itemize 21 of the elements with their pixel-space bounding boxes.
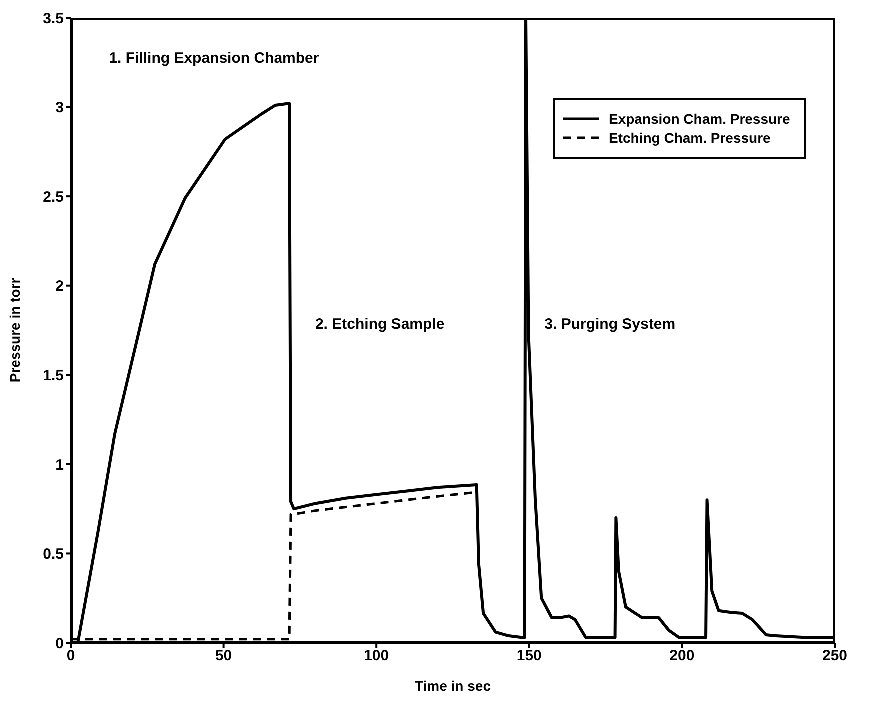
x-tick-label: 250 (822, 648, 848, 665)
annotation: 1. Filling Expansion Chamber (109, 50, 320, 67)
y-tick-label: 1 (56, 456, 64, 474)
legend-label: Expansion Cham. Pressure (609, 111, 790, 127)
y-tick-label: 3 (56, 100, 64, 117)
y-tick-label: 1.5 (43, 367, 64, 384)
x-tick-label: 100 (364, 648, 390, 665)
x-tick-label: 150 (516, 648, 542, 665)
annotation: 3. Purging System (544, 316, 676, 334)
x-tick-label: 200 (670, 648, 695, 665)
y-tick-label: 0.5 (43, 546, 64, 564)
y-tick-label: 0 (56, 635, 64, 652)
y-tick-label: 3.5 (43, 10, 64, 28)
annotation: 2. Etching Sample (315, 316, 445, 334)
y-tick-label: 2 (56, 278, 64, 296)
legend-label: Etching Cham. Pressure (609, 130, 771, 146)
y-axis-title: Pressure in torr (6, 278, 23, 383)
x-tick-label: 50 (215, 648, 232, 665)
x-axis-title: Time in sec (414, 678, 492, 694)
y-tick-label: 2.5 (43, 188, 64, 206)
x-tick-label: 0 (66, 648, 76, 665)
